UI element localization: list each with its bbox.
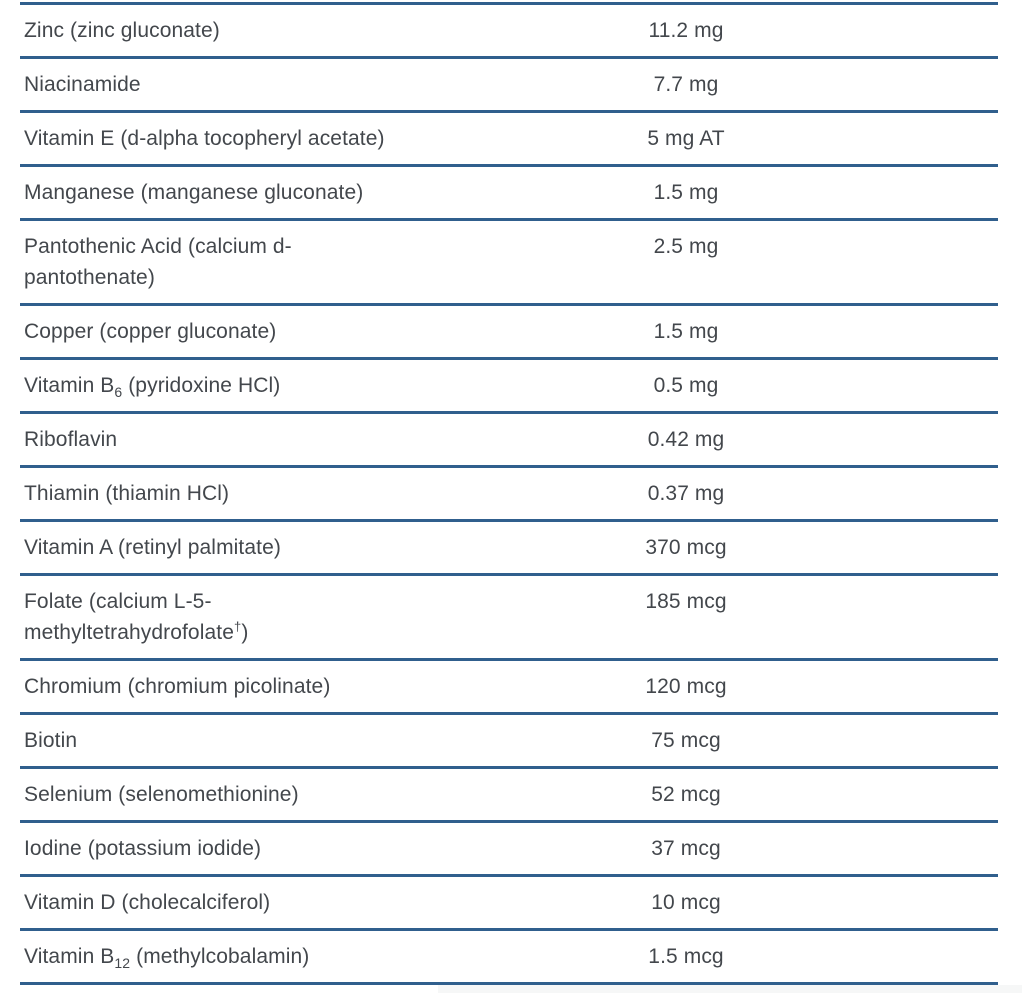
nutrient-row: Copper (copper gluconate) 1.5 mg xyxy=(20,306,998,360)
nutrient-amount: 7.7 mg xyxy=(653,73,719,96)
nutrient-name: Vitamin B6 (pyridoxine HCl) xyxy=(24,374,281,401)
nutrient-name: Folate (calcium L-5- methyltetrahydrofola… xyxy=(24,590,249,644)
nutrient-name: Manganese (manganese gluconate) xyxy=(24,181,364,204)
nutrient-row: Selenium (selenomethionine) 52 mcg xyxy=(20,769,998,823)
nutrient-row: Vitamin E (d-alpha tocopheryl acetate) 5… xyxy=(20,113,998,167)
nutrient-name: Zinc (zinc gluconate) xyxy=(24,19,220,42)
nutrient-amount: 2.5 mg xyxy=(653,235,719,258)
nutrient-amount: 37 mcg xyxy=(651,837,721,860)
nutrient-name: Vitamin E (d-alpha tocopheryl acetate) xyxy=(24,127,385,150)
nutrient-name: Niacinamide xyxy=(24,73,141,96)
nutrient-name: Riboflavin xyxy=(24,428,118,451)
nutrient-amount: 1.5 mcg xyxy=(648,945,724,968)
nutrient-row: Pantothenic Acid (calcium d-pantothenate… xyxy=(20,221,998,306)
nutrient-row: Manganese (manganese gluconate) 1.5 mg xyxy=(20,167,998,221)
nutrient-amount: 10 mcg xyxy=(651,891,721,914)
nutrient-row: Vitamin A (retinyl palmitate) 370 mcg xyxy=(20,522,998,576)
nutrient-amount: 1.5 mg xyxy=(653,320,719,343)
nutrient-amount: 52 mcg xyxy=(651,783,721,806)
nutrient-amount: 0.37 mg xyxy=(647,482,725,505)
nutrient-name: Pantothenic Acid (calcium d-pantothenate… xyxy=(24,235,292,289)
nutrient-name: Selenium (selenomethionine) xyxy=(24,783,299,806)
bottom-edge-strip xyxy=(438,985,1022,993)
nutrient-name: Vitamin A (retinyl palmitate) xyxy=(24,536,281,559)
nutrient-row: Riboflavin 0.42 mg xyxy=(20,414,998,468)
nutrient-amount: 1.5 mg xyxy=(653,181,719,204)
nutrient-name: Biotin xyxy=(24,729,78,752)
nutrient-row: Vitamin B12 (methylcobalamin) 1.5 mcg xyxy=(20,931,998,985)
nutrient-amount: 185 mcg xyxy=(645,590,727,613)
nutrient-amount: 0.5 mg xyxy=(653,374,719,397)
nutrient-amount: 120 mcg xyxy=(645,675,727,698)
nutrient-row: Biotin 75 mcg xyxy=(20,715,998,769)
nutrient-row: Niacinamide 7.7 mg xyxy=(20,59,998,113)
nutrient-name: Copper (copper gluconate) xyxy=(24,320,277,343)
nutrient-row: Vitamin B6 (pyridoxine HCl) 0.5 mg xyxy=(20,360,998,414)
nutrient-row: Chromium (chromium picolinate) 120 mcg xyxy=(20,661,998,715)
nutrient-name: Iodine (potassium iodide) xyxy=(24,837,262,860)
nutrient-amount: 0.42 mg xyxy=(647,428,725,451)
nutrient-row: Iodine (potassium iodide) 37 mcg xyxy=(20,823,998,877)
nutrient-row: Folate (calcium L-5- methyltetrahydrofola… xyxy=(20,576,998,661)
nutrient-row: Vitamin D (cholecalciferol) 10 mcg xyxy=(20,877,998,931)
nutrient-name: Thiamin (thiamin HCl) xyxy=(24,482,230,505)
supplement-facts-table: Zinc (zinc gluconate) 11.2 mg Niacinamid… xyxy=(20,2,998,985)
nutrient-name: Vitamin D (cholecalciferol) xyxy=(24,891,271,914)
nutrient-name: Chromium (chromium picolinate) xyxy=(24,675,331,698)
nutrient-row: Zinc (zinc gluconate) 11.2 mg xyxy=(20,5,998,59)
nutrient-name: Vitamin B12 (methylcobalamin) xyxy=(24,945,310,972)
nutrient-amount: 11.2 mg xyxy=(648,19,724,42)
nutrient-amount: 75 mcg xyxy=(651,729,721,752)
nutrient-row: Thiamin (thiamin HCl) 0.37 mg xyxy=(20,468,998,522)
nutrient-amount: 370 mcg xyxy=(645,536,727,559)
nutrient-amount: 5 mg AT xyxy=(647,127,725,150)
